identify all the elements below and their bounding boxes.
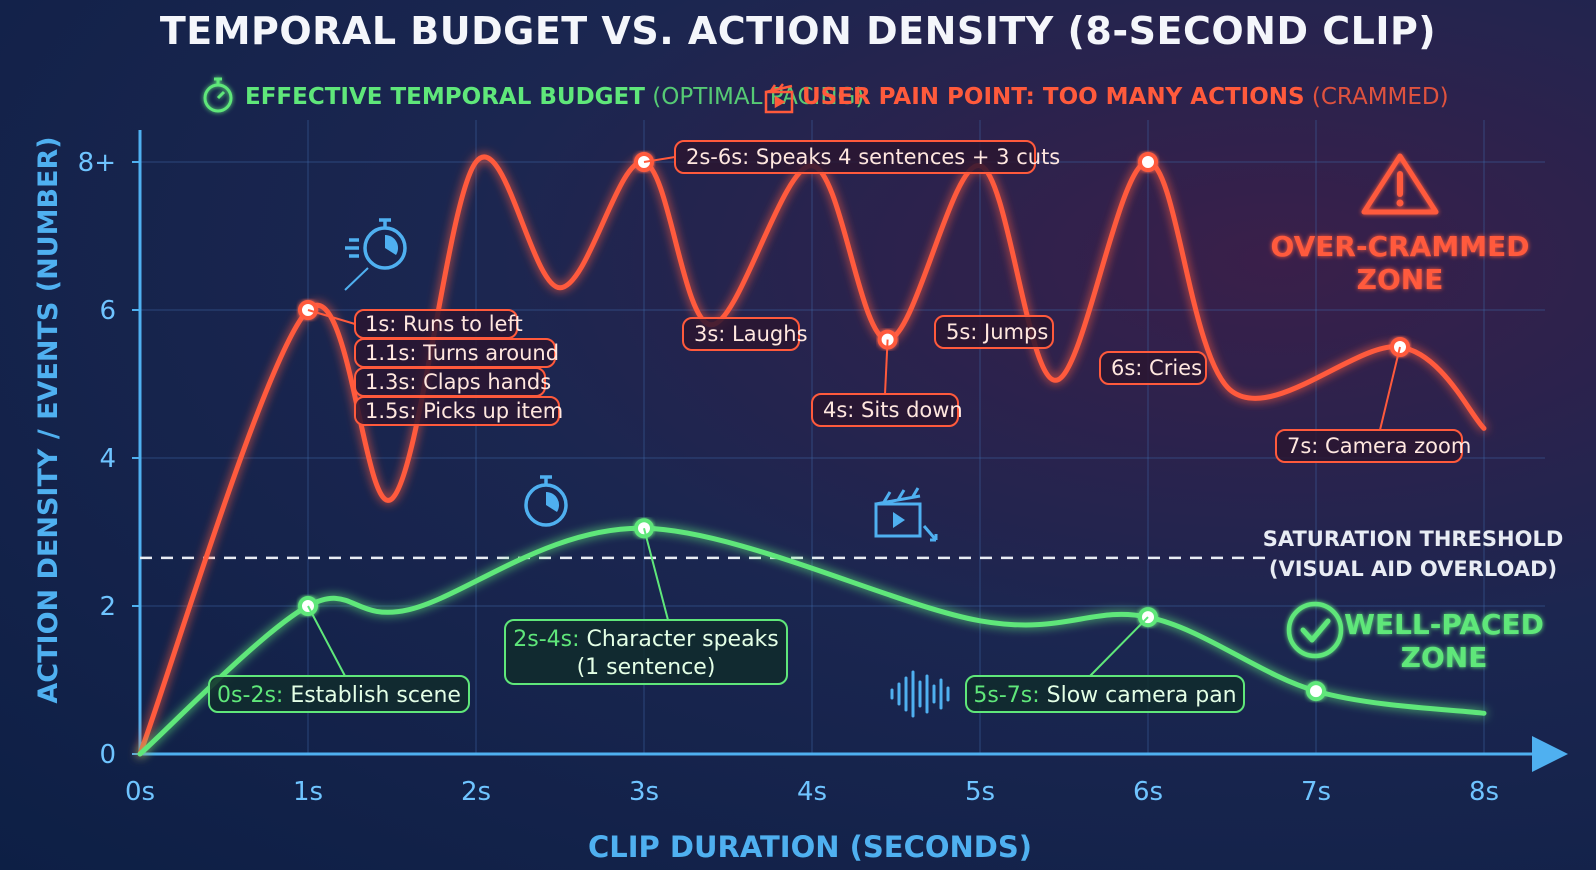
well-paced-zone-label-0: WELL-PACED [1344, 608, 1544, 641]
stack-label-0: 1s: Runs to left [365, 312, 523, 336]
x-tick-label-1: 1s [293, 777, 323, 807]
red-label-laughs: 3s: Laughs [694, 322, 808, 346]
connector-speaks-cuts [643, 156, 676, 163]
x-tick-label-0: 0s [125, 777, 155, 807]
red-label-camera-zoom: 7s: Camera zoom [1287, 434, 1471, 458]
check-circle-icon [1286, 601, 1344, 659]
stack-label-1: 1.1s: Turns around [365, 341, 559, 365]
x-tick-label-2: 2s [461, 777, 491, 807]
over-crammed-zone-label-0: OVER-CRAMMED [1271, 230, 1530, 263]
stack-label-2: 1.3s: Claps hands [365, 370, 551, 394]
connector-sits-down [884, 339, 889, 395]
red-label-jumps: 5s: Jumps [946, 320, 1048, 344]
x-tick-label-3: 3s [629, 777, 659, 807]
clapperboard-icon-blue [874, 487, 938, 542]
red-box-camera-zoom [1275, 429, 1463, 463]
series-crammed-point-3 [1138, 152, 1158, 172]
over-crammed-zone-label-1: ZONE [1357, 263, 1444, 296]
x-tick-label-4: 4s [797, 777, 827, 807]
legend: EFFECTIVE TEMPORAL BUDGET (OPTIMAL PACIN… [203, 77, 1449, 114]
y-tick-label-4: 8+ [78, 148, 116, 178]
stack-connector [307, 309, 356, 325]
axes: 0s 1s 2s 3s 4s 5s 6s 7s 8s 0 2 4 6 8+ [78, 130, 1568, 807]
threshold-label-1: (VISUAL AID OVERLOAD) [1269, 557, 1557, 581]
annotations-layer: 1s: Runs to left 1.1s: Turns around 1.3s: … [208, 140, 1471, 713]
legend-green-label: EFFECTIVE TEMPORAL BUDGET [245, 84, 645, 110]
connector-establish-scene [307, 605, 346, 677]
y-axis-title: ACTION DENSITY / EVENTS (NUMBER) [33, 136, 64, 703]
series-paced-point-3 [1306, 681, 1326, 702]
red-box-laughs [682, 317, 800, 351]
connector-camera-zoom [1379, 346, 1401, 431]
x-tick-label-5: 5s [965, 777, 995, 807]
y-tick-label-0: 0 [99, 740, 116, 770]
green-label-establish-scene: 0s-2s: Establish scene [217, 683, 461, 708]
red-label-cries: 6s: Cries [1111, 356, 1202, 380]
legend-red-label: USER PAIN POINT: TOO MANY ACTIONS [802, 84, 1305, 110]
annotation-connectors [307, 156, 1401, 677]
clapperboard-icon [764, 83, 794, 114]
svg-text:USER PAIN POINT: TOO MANY ACTI: USER PAIN POINT: TOO MANY ACTIONS (CRAMM… [802, 84, 1449, 110]
chart-title: TEMPORAL BUDGET VS. ACTION DENSITY (8-SE… [160, 9, 1436, 53]
red-label-speaks-cuts: 2s-6s: Speaks 4 sentences + 3 cuts [686, 145, 1060, 169]
warning-icon [1361, 153, 1439, 215]
red-label-sits-down: 4s: Sits down [823, 398, 963, 422]
green-box-character-speaks [504, 619, 788, 685]
x-tick-label-6: 6s [1133, 777, 1163, 807]
series-layer [137, 152, 1487, 757]
y-tick-label-3: 6 [99, 296, 116, 326]
x-tick-label-8: 8s [1469, 777, 1499, 807]
legend-red-note: (CRAMMED) [1305, 84, 1449, 110]
x-axis-title: CLIP DURATION (SECONDS) [588, 830, 1032, 864]
stopwatch-pointer-line [344, 267, 369, 291]
well-paced-zone-label-1: ZONE [1401, 641, 1488, 674]
green-label-character-speaks: 2s-4s: Character speaks [513, 627, 779, 652]
stopwatch-icon-green-area [524, 475, 568, 527]
x-tick-label-7: 7s [1301, 777, 1331, 807]
red-box-speaks-cuts [674, 140, 1036, 174]
connector-slow-camera-pan [1089, 616, 1149, 677]
stopwatch-icon-red-area [345, 218, 407, 270]
red-box-jumps [934, 315, 1054, 349]
stack-box-3 [354, 396, 560, 426]
saturation-threshold: SATURATION THRESHOLD (VISUAL AID OVERLOAD… [140, 527, 1563, 581]
y-tick-label-2: 4 [99, 444, 116, 474]
sound-wave-icon [890, 670, 950, 718]
series-crammed-line [137, 154, 1487, 757]
threshold-label-0: SATURATION THRESHOLD [1263, 527, 1564, 551]
red-box-sits-down [811, 393, 959, 427]
green-label-slow-camera-pan: 5s-7s: Slow camera pan [973, 683, 1236, 708]
green-box-slow-camera-pan [965, 675, 1245, 713]
green-box-establish-scene [208, 675, 470, 713]
svg-text:EFFECTIVE TEMPORAL BUDGET (OPT: EFFECTIVE TEMPORAL BUDGET (OPTIMAL PACIN… [245, 84, 864, 110]
red-box-cries [1099, 351, 1207, 385]
stack-label-3: 1.5s: Picks up item [365, 399, 563, 423]
stopwatch-icon [203, 77, 233, 113]
y-tick-label-1: 2 [99, 592, 116, 622]
series-paced-line [137, 525, 1487, 757]
legend-green-note: (OPTIMAL PACING) [645, 84, 864, 110]
connector-character-speaks [643, 528, 669, 621]
green-label-character-speaks-line2: (1 sentence) [577, 655, 716, 680]
